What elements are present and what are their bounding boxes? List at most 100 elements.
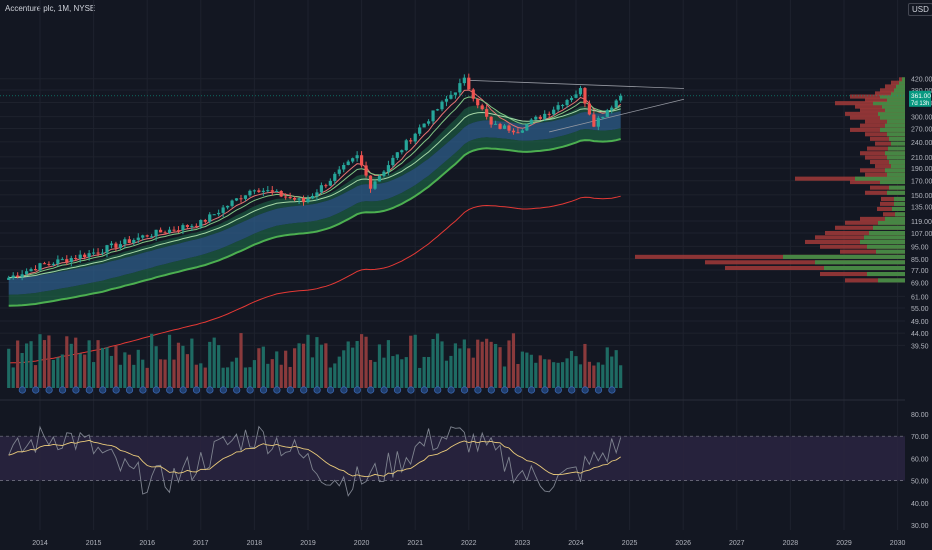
volume-profile-bar bbox=[870, 185, 905, 190]
volume-bar bbox=[100, 347, 105, 388]
volume-bar bbox=[511, 333, 516, 388]
candle-body bbox=[51, 263, 55, 265]
candle-body bbox=[42, 263, 47, 265]
volume-bar bbox=[471, 357, 475, 388]
volume-profile-bar bbox=[850, 179, 905, 185]
volume-bar bbox=[440, 341, 444, 388]
candle-body bbox=[547, 113, 551, 115]
volume-bar bbox=[172, 359, 176, 388]
earnings-marker bbox=[367, 386, 375, 394]
volume-profile-bar bbox=[870, 136, 905, 141]
volume-bar bbox=[136, 349, 140, 388]
ribbon-middle-band bbox=[8, 111, 621, 295]
trendline-upper bbox=[468, 79, 685, 89]
candle-body bbox=[413, 133, 417, 142]
volume-bar bbox=[525, 352, 529, 388]
price-tick-label: 77.00 bbox=[911, 268, 929, 275]
volume-bar bbox=[556, 362, 560, 388]
earnings-marker bbox=[259, 386, 268, 394]
price-tick-label: 240.00 bbox=[911, 140, 932, 147]
volume-bar bbox=[333, 363, 337, 388]
volume-profile-bar bbox=[873, 225, 905, 230]
volume-bar bbox=[360, 334, 364, 388]
volume-profile-bar bbox=[894, 88, 905, 93]
price-tick-label: 170.00 bbox=[911, 179, 932, 186]
volume-profile-bar bbox=[876, 249, 905, 254]
price-tick-label: 85.00 bbox=[911, 257, 929, 264]
volume-bar bbox=[400, 359, 404, 388]
earnings-marker bbox=[487, 386, 495, 394]
volume-bar bbox=[7, 348, 11, 388]
volume-profile-bar bbox=[845, 278, 905, 283]
volume-profile-bar bbox=[880, 127, 905, 132]
candle-body bbox=[342, 164, 346, 170]
volume-bar bbox=[56, 357, 60, 388]
rsi-tick-label: 70.00 bbox=[911, 434, 929, 441]
volume-bar bbox=[377, 344, 382, 388]
candle-body bbox=[489, 116, 493, 125]
volume-bar bbox=[498, 347, 502, 388]
volume-profile-bar bbox=[880, 88, 905, 93]
candle-body bbox=[619, 95, 623, 101]
earnings-marker bbox=[554, 386, 562, 394]
candle-body bbox=[203, 220, 207, 222]
volume-profile-bar bbox=[815, 260, 905, 265]
volume-bar bbox=[230, 361, 234, 388]
volume-bar bbox=[181, 345, 185, 388]
volume-profile bbox=[635, 77, 905, 283]
volume-profile-bar bbox=[725, 265, 905, 271]
candle-body bbox=[476, 98, 480, 106]
volume-profile-bar bbox=[880, 201, 905, 206]
volume-bar bbox=[476, 339, 480, 388]
candle-body bbox=[176, 230, 181, 232]
time-tick-label: 2029 bbox=[836, 540, 852, 547]
volume-bar bbox=[20, 352, 24, 388]
candle-body bbox=[507, 125, 511, 131]
candle-body bbox=[516, 132, 520, 134]
volume-profile-bar bbox=[877, 206, 905, 211]
volume-bar bbox=[368, 359, 373, 388]
volume-bar bbox=[92, 362, 96, 388]
volume-profile-bar bbox=[887, 172, 905, 177]
candle-body bbox=[159, 229, 163, 233]
volume-bar bbox=[494, 343, 498, 388]
volume-bars bbox=[7, 333, 623, 388]
ema-ribbon bbox=[8, 105, 621, 306]
volume-bar bbox=[65, 336, 69, 388]
earnings-marker bbox=[353, 386, 361, 394]
volume-bar bbox=[507, 340, 511, 388]
volume-bar bbox=[395, 354, 399, 388]
volume-bar bbox=[78, 353, 82, 388]
candle-body bbox=[16, 275, 20, 277]
volume-bar bbox=[29, 341, 33, 388]
volume-profile-bar bbox=[883, 212, 905, 217]
candle-body bbox=[239, 198, 243, 200]
volume-bar bbox=[203, 367, 207, 388]
price-tick-label: 39.50 bbox=[911, 343, 929, 350]
volume-profile-bar bbox=[889, 136, 905, 141]
candle-body bbox=[529, 119, 533, 125]
volume-bar bbox=[614, 350, 618, 388]
volume-profile-bar bbox=[894, 201, 905, 206]
candle-body bbox=[520, 130, 524, 133]
candle-body bbox=[556, 105, 560, 110]
candle-body bbox=[351, 158, 355, 162]
candle-body bbox=[60, 259, 64, 261]
last-price-tag bbox=[909, 90, 931, 107]
earnings-marker bbox=[300, 386, 308, 394]
volume-profile-bar bbox=[894, 196, 905, 202]
candle-body bbox=[377, 175, 382, 182]
volume-profile-bar bbox=[860, 216, 905, 221]
volume-profile-bar bbox=[880, 179, 905, 185]
volume-profile-bar bbox=[860, 108, 905, 113]
volume-profile-bar bbox=[885, 168, 905, 173]
candle-body bbox=[435, 109, 440, 111]
volume-bar bbox=[118, 364, 122, 388]
volume-profile-bar bbox=[882, 104, 905, 109]
candle-body bbox=[132, 239, 136, 243]
price-tick-label: 69.00 bbox=[911, 280, 929, 287]
volume-bar bbox=[422, 356, 426, 388]
volume-bar bbox=[234, 357, 239, 388]
volume-profile-bar bbox=[845, 111, 905, 116]
